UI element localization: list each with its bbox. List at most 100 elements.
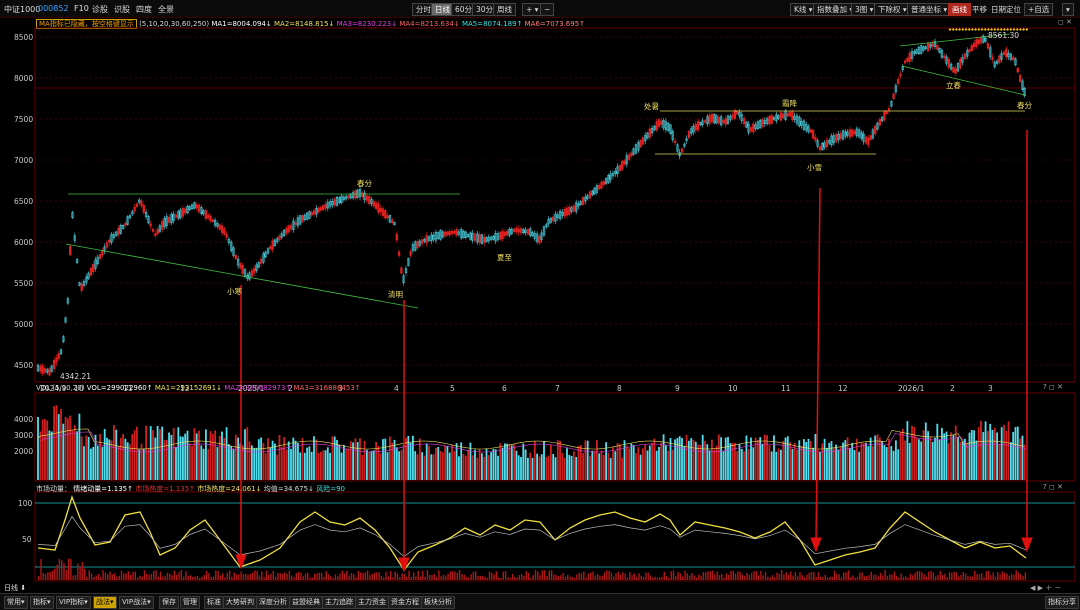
scroll-arrows[interactable]: ◀ ▶ ＋ － xyxy=(1030,583,1061,593)
y-tick-label: 5000 xyxy=(14,320,33,329)
momentum-bar xyxy=(128,571,129,580)
volume-bar xyxy=(129,444,131,480)
tab-deep-analysis[interactable]: 深度分析 xyxy=(256,596,290,609)
momentum-bar xyxy=(668,578,669,580)
volume-bar xyxy=(688,441,690,480)
volume-bar xyxy=(53,406,55,480)
annotation-chushu[interactable]: 处暑 xyxy=(644,101,659,112)
momentum-bar xyxy=(326,571,327,580)
momentum-bar xyxy=(891,575,892,581)
candle-body xyxy=(932,43,934,46)
annotation-chunfen-2[interactable]: 春分 xyxy=(1017,100,1032,111)
volume-bar xyxy=(810,441,812,480)
tab-classic[interactable]: 益盟经典 xyxy=(289,596,323,609)
momentum-bar xyxy=(884,570,885,580)
candle-body xyxy=(621,161,623,169)
price-panel-icons[interactable]: ◻ ✕ xyxy=(1058,18,1072,26)
momentum-heat: 市场热度=24.061↓ xyxy=(197,485,261,493)
vol-panel-icons[interactable]: ? ◻ ✕ xyxy=(1043,383,1063,391)
annotation-xiazhi[interactable]: 夏至 xyxy=(497,252,512,263)
momentum-bar xyxy=(197,576,198,580)
momentum-bar xyxy=(772,575,773,580)
candle-body xyxy=(141,201,143,206)
tab-main-tracking[interactable]: 主力追踪 xyxy=(322,596,356,609)
volume-bar xyxy=(536,454,538,480)
volume-bar xyxy=(375,442,377,480)
candle-body xyxy=(320,207,322,210)
volume-bar xyxy=(920,442,922,481)
kline-chart[interactable] xyxy=(0,0,1080,593)
momentum-bar xyxy=(43,573,44,580)
candle-body xyxy=(992,57,994,60)
x-tick-label: 9 xyxy=(675,384,680,393)
volume-bar xyxy=(649,446,651,481)
tab-vip-tactics[interactable]: VIP战法▾ xyxy=(119,596,154,609)
momentum-bar xyxy=(337,576,338,580)
candle-body xyxy=(688,131,690,138)
tab-vip-indicator[interactable]: VIP指标▾ xyxy=(56,596,91,609)
volume-bar xyxy=(635,453,637,480)
tab-fund-equation[interactable]: 资金方程 xyxy=(388,596,422,609)
volume-bar xyxy=(723,451,725,480)
annotation-xiaoxue[interactable]: 小雪 xyxy=(807,162,822,173)
momentum-bar xyxy=(346,571,347,580)
tab-main-funds[interactable]: 主力资金 xyxy=(355,596,389,609)
candle-body xyxy=(792,112,794,120)
tab-trend-research[interactable]: 大势研判 xyxy=(223,596,257,609)
momentum-bar xyxy=(861,572,862,580)
candle-body xyxy=(168,217,170,223)
volume-bar xyxy=(858,452,860,480)
annotation-xiaohan[interactable]: 小寒 xyxy=(227,286,242,297)
momentum-bar xyxy=(751,573,752,580)
tab-save[interactable]: 保存 xyxy=(159,596,179,609)
volume-bar xyxy=(44,419,46,480)
momentum-bar xyxy=(146,574,147,580)
volume-bar xyxy=(378,446,380,480)
candle-body xyxy=(449,231,451,235)
annotation-shuangjiang[interactable]: 霜降 xyxy=(782,98,797,109)
momentum-bar xyxy=(1025,572,1026,580)
volume-bar xyxy=(948,443,950,480)
share-indicator-button[interactable]: 指标分享 xyxy=(1045,596,1079,609)
trend-line-down-3 xyxy=(902,66,1025,95)
annotation-qingming[interactable]: 清明 xyxy=(388,289,403,300)
momentum-bar xyxy=(201,577,202,580)
annotation-lichun[interactable]: 立春 xyxy=(946,80,961,91)
volume-bar xyxy=(732,443,734,480)
volume-bar xyxy=(187,431,189,480)
candle-body xyxy=(840,133,842,138)
volume-bar xyxy=(302,438,304,480)
volume-bar xyxy=(778,448,780,480)
momentum-bar xyxy=(445,576,446,580)
volume-bar xyxy=(228,444,230,480)
annotation-chunfen-1[interactable]: 春分 xyxy=(357,178,372,189)
candle-body xyxy=(42,366,44,374)
mom-panel-icons[interactable]: ? ◻ ✕ xyxy=(1043,483,1063,491)
momentum-bar xyxy=(878,576,879,580)
momentum-bar xyxy=(986,571,987,580)
tab-sector-analysis[interactable]: 板块分析 xyxy=(421,596,455,609)
momentum-bar xyxy=(684,571,685,580)
volume-bar xyxy=(881,441,883,480)
candle-body xyxy=(99,254,101,258)
tab-common[interactable]: 常用▾ xyxy=(4,596,28,609)
tab-manage[interactable]: 管理 xyxy=(180,596,200,609)
tab-tactics[interactable]: 战法▾ xyxy=(93,596,117,609)
volume-bar xyxy=(350,441,352,480)
tab-indicator[interactable]: 指标▾ xyxy=(30,596,54,609)
volume-bar xyxy=(976,441,978,481)
volume-bar xyxy=(453,451,455,480)
period-indicator[interactable]: 日线 ⬇ xyxy=(4,583,26,593)
volume-bar xyxy=(897,449,899,480)
candle-body xyxy=(736,111,738,114)
momentum-bar xyxy=(728,575,729,580)
candle-body xyxy=(826,140,828,147)
tab-standard[interactable]: 标准 xyxy=(204,596,224,609)
candle-body xyxy=(723,120,725,123)
candle-body xyxy=(81,284,83,291)
candle-body xyxy=(322,206,324,210)
volume-bar xyxy=(1010,442,1012,480)
momentum-bar xyxy=(965,574,966,581)
candle-body xyxy=(953,67,955,72)
momentum-bar xyxy=(443,575,444,580)
